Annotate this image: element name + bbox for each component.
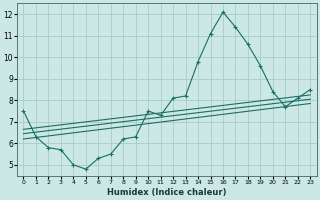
X-axis label: Humidex (Indice chaleur): Humidex (Indice chaleur) [107,188,227,197]
